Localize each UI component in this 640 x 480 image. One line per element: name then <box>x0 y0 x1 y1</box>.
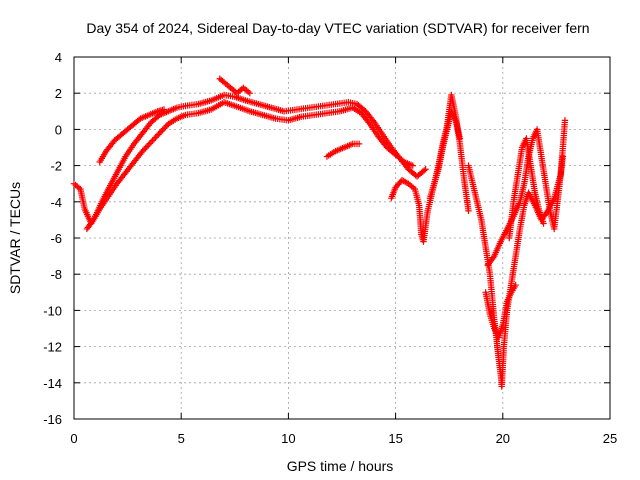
data-point-marker <box>139 147 146 155</box>
data-point-marker <box>156 129 163 137</box>
data-point-marker <box>157 128 165 135</box>
x-tick-label: 15 <box>388 431 402 446</box>
data-point-marker <box>153 132 161 140</box>
data-point-marker <box>422 166 429 173</box>
y-tick-label: 2 <box>55 86 62 101</box>
data-point-marker <box>489 254 497 261</box>
data-point-marker <box>145 141 152 149</box>
data-point-marker <box>147 138 155 146</box>
data-point-marker <box>152 134 159 141</box>
data-point-marker <box>420 167 428 174</box>
data-point-marker <box>143 143 151 150</box>
data-point-marker <box>162 123 169 131</box>
y-tick-label: -12 <box>43 340 62 355</box>
x-tick-label: 5 <box>178 431 185 446</box>
data-point-marker <box>140 146 148 153</box>
data-point-marker <box>512 281 519 289</box>
data-point-marker <box>155 131 162 138</box>
data-points <box>70 75 569 390</box>
y-tick-label: -2 <box>50 159 62 174</box>
data-point-marker <box>89 218 96 225</box>
x-axis-label: GPS time / hours <box>287 458 394 474</box>
data-point-marker <box>540 220 547 227</box>
x-tick-label: 10 <box>281 431 295 446</box>
data-point-marker <box>465 207 472 215</box>
data-point-marker <box>559 153 567 160</box>
y-tick-label: -8 <box>50 267 62 282</box>
y-tick-label: 0 <box>55 122 62 137</box>
data-point-marker <box>149 137 156 144</box>
y-tick-label: -14 <box>43 376 62 391</box>
data-point-marker <box>409 162 416 169</box>
x-tick-label: 0 <box>70 431 77 446</box>
data-point-marker <box>160 106 168 113</box>
chart-title: Day 354 of 2024, Sidereal Day-to-day VTE… <box>86 20 589 36</box>
x-tick-label: 25 <box>603 431 617 446</box>
data-point-marker <box>160 125 168 132</box>
y-tick-label: -16 <box>43 412 62 427</box>
data-point-marker <box>150 135 158 143</box>
data-point-marker <box>142 144 149 152</box>
y-axis-label: SDTVAR / TECUs <box>7 182 23 294</box>
data-point-marker <box>355 140 363 148</box>
data-point-marker <box>561 117 569 124</box>
x-tick-label: 20 <box>496 431 510 446</box>
y-tick-label: -4 <box>50 195 62 210</box>
axis-ticks: 0 5 10 15 20 25 -16 -14 -12 -10 -8 -6 -4 -2 0 2 4 <box>43 50 617 446</box>
data-point-marker <box>246 90 254 97</box>
data-point-marker <box>146 140 153 147</box>
y-tick-label: 4 <box>55 50 62 65</box>
y-tick-label: -6 <box>50 231 62 246</box>
y-tick-label: -10 <box>43 303 62 318</box>
data-point-marker <box>159 126 166 134</box>
